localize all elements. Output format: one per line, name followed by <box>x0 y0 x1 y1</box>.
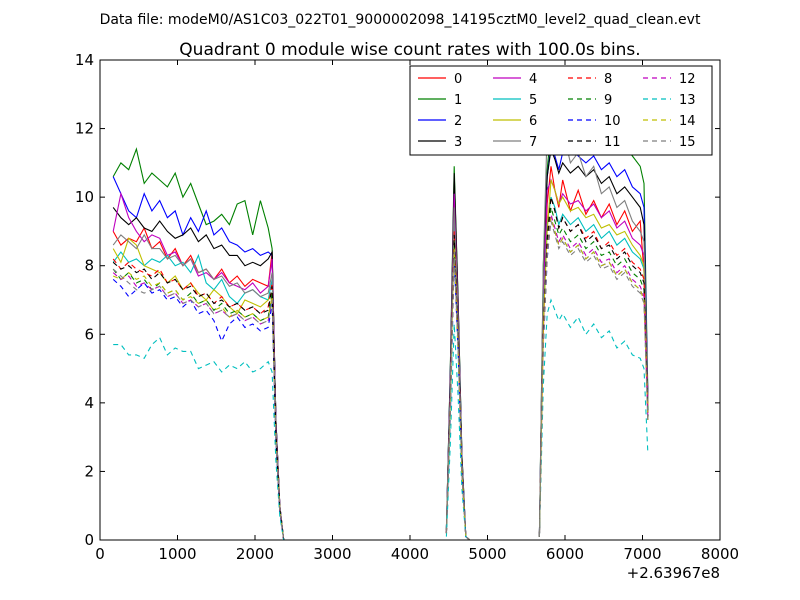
series-line-15 <box>445 251 471 541</box>
series-line-15 <box>112 268 285 541</box>
series-line-12 <box>112 272 285 541</box>
series-line-0 <box>538 166 649 537</box>
series-line-13 <box>445 323 471 541</box>
legend-label-14: 14 <box>679 114 696 129</box>
legend-label-15: 15 <box>679 135 696 150</box>
axis-ticks: 0 1000 2000 3000 4000 5000 6000 7000 80000246810… <box>75 51 739 563</box>
legend-label-1: 1 <box>454 93 462 108</box>
series-line-10 <box>538 217 649 537</box>
legend-label-6: 6 <box>529 114 537 129</box>
y-tick-label: 8 <box>84 257 94 275</box>
legend-label-4: 4 <box>529 72 537 87</box>
legend-label-11: 11 <box>604 135 621 150</box>
legend-frame <box>409 65 713 156</box>
x-tick-label: 0 <box>95 545 105 563</box>
x-tick-label: 4000 <box>391 545 429 563</box>
y-tick-label: 14 <box>75 51 94 69</box>
x-tick-label: 5000 <box>468 545 506 563</box>
series-line-15 <box>538 220 649 537</box>
series-line-14 <box>538 217 649 537</box>
chart-title: Quadrant 0 module wise count rates with … <box>179 40 640 60</box>
legend-label-2: 2 <box>454 114 462 129</box>
series-line-2 <box>112 176 285 541</box>
series-line-1 <box>112 147 285 541</box>
series-line-7 <box>112 233 285 541</box>
x-tick-label: 3000 <box>313 545 351 563</box>
series-line-3 <box>538 148 649 537</box>
x-tick-label: 2000 <box>236 545 274 563</box>
legend-label-7: 7 <box>529 135 537 150</box>
legend-label-12: 12 <box>679 72 696 87</box>
series-line-4 <box>112 191 285 541</box>
series-line-14 <box>112 271 285 541</box>
series-line-5 <box>538 196 649 537</box>
y-tick-label: 6 <box>84 325 94 343</box>
x-tick-label: 1000 <box>158 545 196 563</box>
series-line-3 <box>112 207 285 541</box>
series-line-10 <box>112 278 285 541</box>
x-offset-label: +2.63967e8 <box>627 564 720 582</box>
series-line-9 <box>112 268 285 541</box>
series-line-1 <box>538 128 649 537</box>
legend-label-5: 5 <box>529 93 537 108</box>
series-line-11 <box>112 261 285 541</box>
x-tick-label: 8000 <box>701 545 739 563</box>
series-line-8 <box>112 258 285 541</box>
series-line-6 <box>112 237 285 541</box>
series-line-13 <box>113 336 285 541</box>
legend-label-13: 13 <box>679 93 696 108</box>
y-tick-label: 2 <box>84 462 94 480</box>
y-tick-label: 10 <box>75 188 94 206</box>
x-tick-label: 7000 <box>623 545 661 563</box>
chart-suptitle: Data file: modeM0/AS1C03_022T01_90000020… <box>100 12 701 28</box>
legend-label-0: 0 <box>454 72 462 87</box>
legend-label-9: 9 <box>604 93 612 108</box>
y-tick-label: 4 <box>84 394 94 412</box>
series-line-8 <box>538 196 649 537</box>
y-tick-label: 12 <box>75 120 94 138</box>
x-tick-label: 6000 <box>546 545 584 563</box>
series-line-13 <box>538 298 649 537</box>
legend-label-3: 3 <box>454 135 462 150</box>
series-line-12 <box>538 214 649 537</box>
legend-label-10: 10 <box>604 114 621 129</box>
y-tick-label: 0 <box>84 531 94 549</box>
series-line-11 <box>538 196 649 537</box>
legend-label-8: 8 <box>604 72 612 87</box>
series-line-6 <box>538 179 649 537</box>
series-line-9 <box>538 207 649 537</box>
